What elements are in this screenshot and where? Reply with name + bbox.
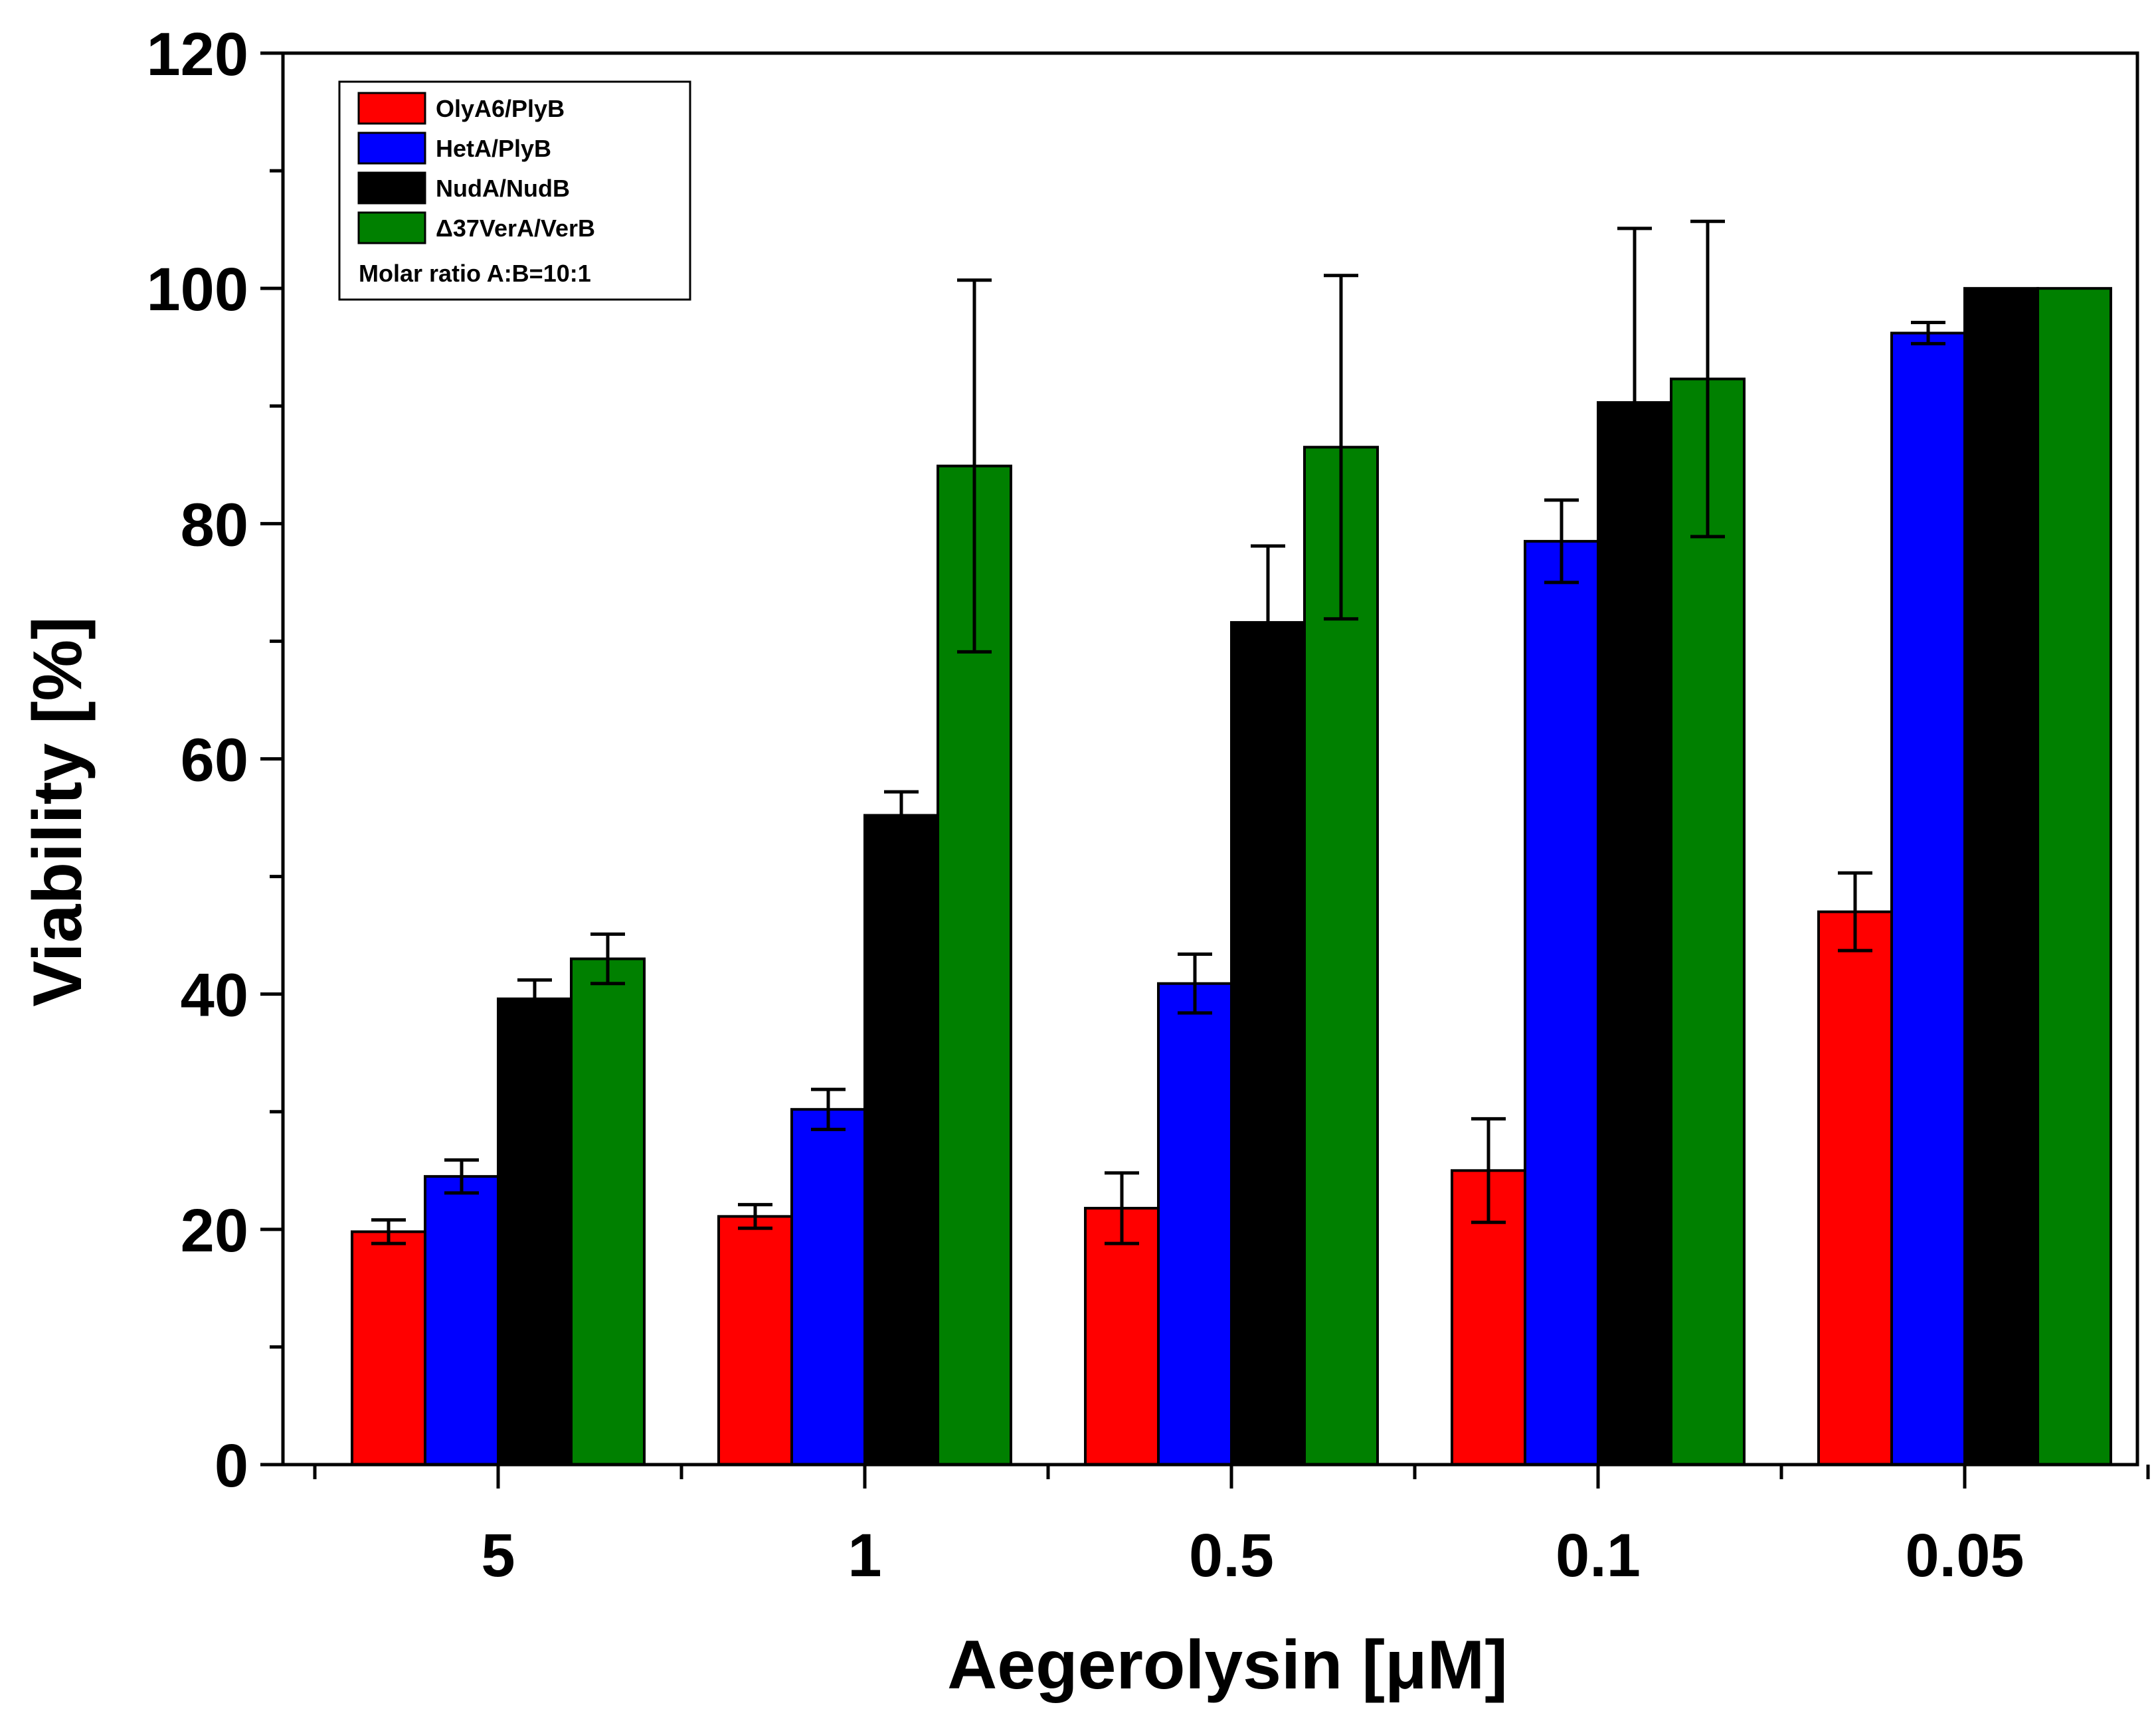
y-tick-label-6: 100 <box>147 256 249 323</box>
bar-3-2 <box>863 814 939 1466</box>
legend-note: Molar ratio A:B=10:1 <box>359 260 591 287</box>
bar-2-2 <box>790 1108 866 1467</box>
y-axis-title: Viability [%] <box>19 616 96 1007</box>
x-tick-label-4: 0.1 <box>1556 1522 1641 1589</box>
x-axis-title: Aegerolysin [μM] <box>947 1627 1508 1704</box>
legend-swatch-4 <box>357 211 426 244</box>
legend-label-3: NudA/NudB <box>436 175 570 202</box>
bar-1-2 <box>717 1215 793 1466</box>
bar-2-4 <box>1524 539 1599 1466</box>
bar-4-5 <box>2036 287 2112 1467</box>
y-tick-label-5: 80 <box>181 491 248 559</box>
ticks-layer: 5 1 0.5 0.1 0.05 0 20 40 60 80 100 120 <box>147 21 2150 1589</box>
legend-swatch-3 <box>357 171 426 205</box>
legend-label-2: HetA/PlyB <box>436 135 551 162</box>
bar-2-1 <box>424 1175 499 1467</box>
bar-3-3 <box>1230 621 1306 1466</box>
bar-1-3 <box>1084 1206 1160 1467</box>
legend-label-1: OlyA6/PlyB <box>436 95 565 122</box>
y-tick-label-1: 0 <box>215 1432 248 1500</box>
legend: OlyA6/PlyB HetA/PlyB NudA/NudB Δ37VerA/VerB… <box>338 80 691 301</box>
bar-4-4 <box>1670 377 1746 1466</box>
bar-3-1 <box>497 997 573 1466</box>
bar-2-5 <box>1890 331 1966 1466</box>
legend-swatch-1 <box>357 92 426 125</box>
bar-3-5 <box>1963 287 2039 1467</box>
y-tick-label-4: 60 <box>181 727 248 794</box>
y-tick-label-3: 40 <box>181 962 248 1030</box>
y-tick-label-2: 20 <box>181 1197 248 1265</box>
bar-4-1 <box>570 957 646 1466</box>
x-tick-label-5: 0.05 <box>1905 1522 2024 1589</box>
x-tick-label-3: 0.5 <box>1189 1522 1274 1589</box>
bar-1-1 <box>351 1230 426 1466</box>
legend-swatch-2 <box>357 132 426 165</box>
error-bars-layer <box>371 219 1945 1245</box>
bar-2-3 <box>1157 982 1233 1466</box>
x-tick-label-2: 1 <box>848 1522 881 1589</box>
y-tick-label-7: 120 <box>147 21 249 88</box>
bars-layer <box>351 287 2112 1467</box>
legend-label-4: Δ37VerA/VerB <box>436 215 595 242</box>
x-tick-label-1: 5 <box>481 1522 515 1589</box>
bar-1-5 <box>1817 910 1893 1467</box>
